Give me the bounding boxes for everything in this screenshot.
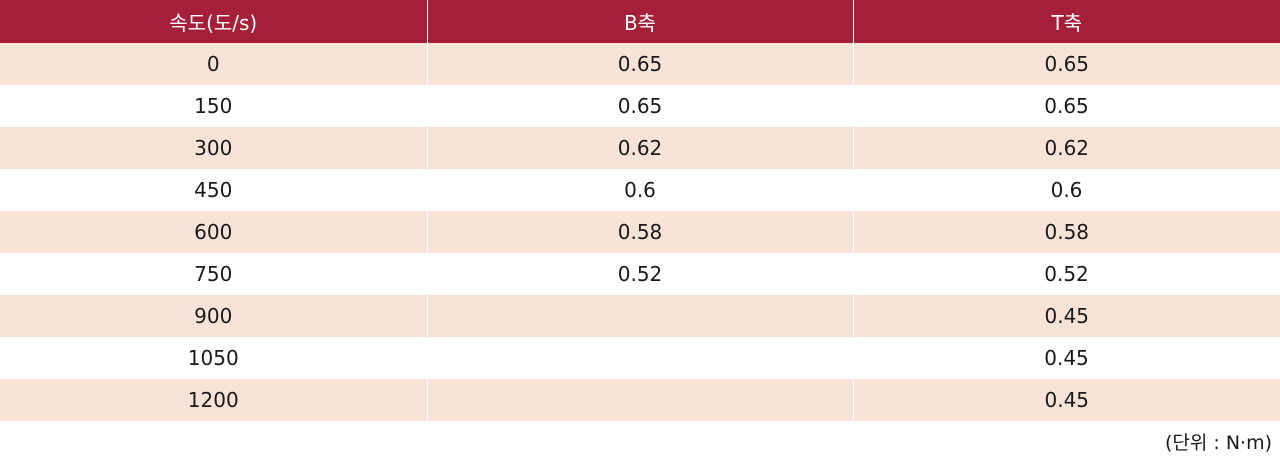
t-axis-cell: 0.45 bbox=[853, 337, 1280, 379]
t-axis-cell: 0.6 bbox=[853, 169, 1280, 211]
speed-cell: 0 bbox=[0, 43, 428, 85]
t-axis-cell: 0.65 bbox=[853, 43, 1280, 85]
t-axis-cell: 0.52 bbox=[853, 253, 1280, 295]
table-row: 1050 0.45 bbox=[0, 337, 1280, 379]
table-row: 1200 0.45 bbox=[0, 379, 1280, 421]
table-row: 600 0.58 0.58 bbox=[0, 211, 1280, 253]
table-row: 900 0.45 bbox=[0, 295, 1280, 337]
b-axis-cell bbox=[427, 379, 854, 421]
speed-cell: 900 bbox=[0, 295, 428, 337]
b-axis-cell: 0.52 bbox=[427, 253, 854, 295]
column-header-speed: 속도(도/s) bbox=[0, 0, 428, 43]
b-axis-cell bbox=[427, 295, 854, 337]
b-axis-cell: 0.65 bbox=[427, 85, 854, 127]
table-row: 750 0.52 0.52 bbox=[0, 253, 1280, 295]
unit-note: (단위 : N·m) bbox=[1164, 432, 1272, 454]
b-axis-cell: 0.65 bbox=[427, 43, 854, 85]
speed-cell: 750 bbox=[0, 253, 428, 295]
speed-cell: 450 bbox=[0, 169, 428, 211]
t-axis-cell: 0.45 bbox=[853, 295, 1280, 337]
table-row: 150 0.65 0.65 bbox=[0, 85, 1280, 127]
t-axis-cell: 0.45 bbox=[853, 379, 1280, 421]
speed-cell: 600 bbox=[0, 211, 428, 253]
table-row: 0 0.65 0.65 bbox=[0, 43, 1280, 85]
b-axis-cell: 0.62 bbox=[427, 127, 854, 169]
b-axis-cell bbox=[427, 337, 854, 379]
speed-cell: 1200 bbox=[0, 379, 428, 421]
b-axis-cell: 0.6 bbox=[427, 169, 854, 211]
table-row: 450 0.6 0.6 bbox=[0, 169, 1280, 211]
t-axis-cell: 0.62 bbox=[853, 127, 1280, 169]
table-row: 300 0.62 0.62 bbox=[0, 127, 1280, 169]
torque-table: 속도(도/s) B축 T축 0 0.65 0.65 150 0.65 0.65 … bbox=[0, 0, 1280, 421]
table-header-row: 속도(도/s) B축 T축 bbox=[0, 0, 1280, 43]
speed-cell: 300 bbox=[0, 127, 428, 169]
t-axis-cell: 0.58 bbox=[853, 211, 1280, 253]
speed-cell: 1050 bbox=[0, 337, 428, 379]
column-header-t-axis: T축 bbox=[853, 0, 1280, 43]
column-header-b-axis: B축 bbox=[427, 0, 854, 43]
t-axis-cell: 0.65 bbox=[853, 85, 1280, 127]
b-axis-cell: 0.58 bbox=[427, 211, 854, 253]
speed-cell: 150 bbox=[0, 85, 428, 127]
